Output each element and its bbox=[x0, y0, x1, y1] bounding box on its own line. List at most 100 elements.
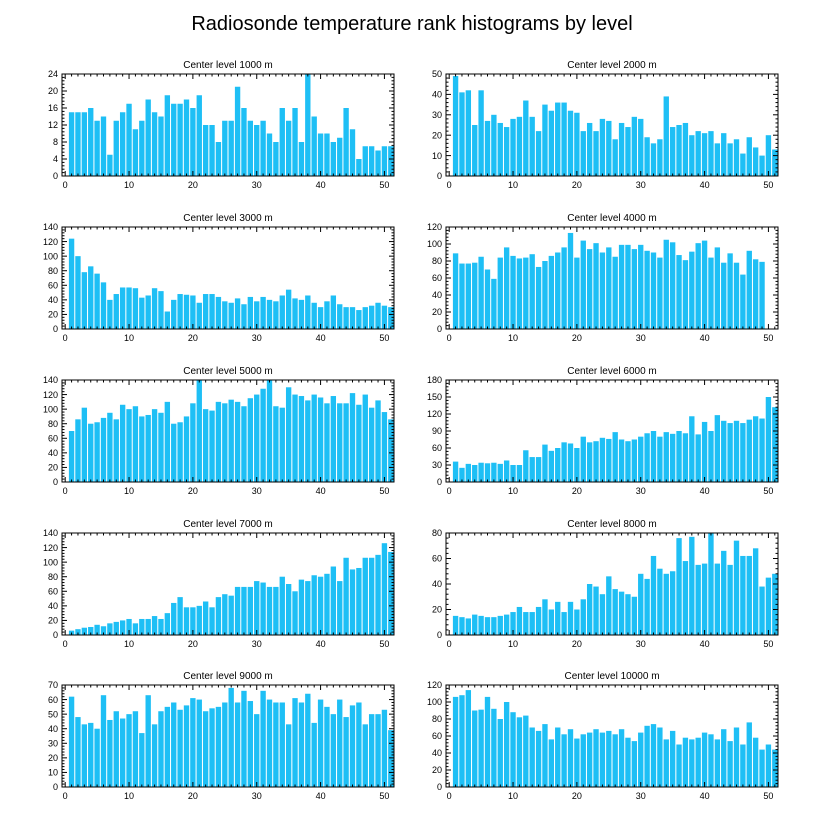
y-tick-label: 140 bbox=[43, 222, 58, 232]
histogram-bar bbox=[298, 299, 305, 329]
histogram-bar bbox=[228, 302, 234, 329]
x-tick-label: 20 bbox=[572, 639, 582, 649]
histogram-bar bbox=[529, 612, 535, 635]
x-tick-label: 10 bbox=[124, 639, 134, 649]
histogram-bar bbox=[491, 462, 497, 482]
histogram-bar bbox=[183, 294, 190, 329]
histogram-bar bbox=[330, 396, 337, 482]
x-tick-label: 10 bbox=[124, 180, 134, 190]
histogram-bar bbox=[305, 74, 311, 176]
y-tick-label: 80 bbox=[432, 714, 442, 724]
histogram-bar bbox=[215, 597, 222, 635]
y-tick-label: 180 bbox=[427, 375, 442, 385]
histogram-bar bbox=[657, 257, 663, 329]
histogram-bar bbox=[209, 410, 215, 482]
histogram-bar bbox=[177, 103, 183, 176]
histogram-bar bbox=[657, 436, 663, 482]
x-tick-label: 40 bbox=[700, 791, 710, 801]
histogram-bar bbox=[241, 586, 247, 635]
y-tick-label: 40 bbox=[432, 90, 442, 100]
histogram-bar bbox=[606, 576, 612, 635]
histogram-bar bbox=[164, 401, 171, 482]
histogram-bar bbox=[183, 99, 190, 176]
histogram-bar bbox=[555, 727, 561, 787]
x-tick-label: 20 bbox=[188, 486, 198, 496]
x-tick-label: 20 bbox=[188, 791, 198, 801]
histogram-bar bbox=[606, 730, 612, 787]
y-tick-label: 100 bbox=[427, 239, 442, 249]
histogram-panel: Center level 9000 m 0 10 20 30 40 50 0 10 20 30 40 5… bbox=[48, 671, 395, 801]
histogram-bar bbox=[254, 125, 260, 176]
y-tick-label: 20 bbox=[48, 616, 58, 626]
histogram-bar bbox=[81, 627, 88, 635]
histogram-bar bbox=[516, 606, 523, 635]
histogram-bar bbox=[298, 579, 305, 635]
histogram-bar bbox=[139, 297, 145, 329]
histogram-bar bbox=[759, 261, 765, 329]
y-tick-label: 60 bbox=[432, 273, 442, 283]
histogram-bar bbox=[132, 711, 139, 787]
histogram-bar bbox=[746, 137, 752, 176]
x-tick-label: 10 bbox=[508, 639, 518, 649]
histogram-bar bbox=[266, 586, 273, 635]
histogram-bar bbox=[689, 416, 695, 482]
histogram-bar bbox=[337, 304, 343, 329]
y-tick-label: 100 bbox=[43, 404, 58, 414]
histogram-bar bbox=[759, 418, 765, 482]
histogram-bar bbox=[701, 240, 708, 329]
histogram-bar bbox=[644, 578, 650, 635]
histogram-bar bbox=[388, 730, 394, 787]
histogram-bar bbox=[107, 623, 113, 635]
histogram-bar bbox=[491, 278, 497, 329]
histogram-bar bbox=[388, 146, 394, 176]
histogram-bar bbox=[580, 734, 586, 787]
histogram-bar bbox=[81, 112, 88, 176]
y-tick-label: 20 bbox=[48, 310, 58, 320]
histogram-bar bbox=[234, 401, 241, 482]
histogram-bar bbox=[75, 419, 81, 482]
histogram-bar bbox=[721, 262, 727, 329]
histogram-bar bbox=[516, 717, 523, 787]
histogram-bar bbox=[202, 601, 209, 635]
histogram-bar bbox=[145, 99, 151, 176]
histogram-bar bbox=[285, 387, 292, 482]
y-tick-label: 140 bbox=[43, 528, 58, 538]
histogram-bar bbox=[164, 311, 171, 329]
histogram-bar bbox=[241, 690, 247, 787]
histogram-bar bbox=[567, 601, 574, 635]
y-tick-label: 60 bbox=[48, 695, 58, 705]
histogram-bar bbox=[324, 133, 330, 176]
histogram-bar bbox=[190, 403, 196, 482]
histogram-bar bbox=[721, 550, 727, 635]
x-tick-label: 0 bbox=[447, 791, 452, 801]
histogram-bar bbox=[183, 705, 190, 787]
histogram-bar bbox=[452, 696, 459, 787]
histogram-bar bbox=[676, 538, 682, 635]
panel-frame bbox=[61, 379, 395, 483]
histogram-bar bbox=[721, 729, 727, 787]
histogram-bar bbox=[733, 262, 740, 329]
histogram-bar bbox=[190, 607, 196, 635]
histogram-bar bbox=[727, 741, 733, 787]
histogram-bar bbox=[574, 448, 580, 482]
histogram-bar bbox=[158, 412, 164, 482]
y-tick-label: 100 bbox=[427, 697, 442, 707]
x-tick-label: 40 bbox=[316, 180, 326, 190]
histogram-panel: Center level 8000 m 0 10 20 30 40 50 0 20 40 60 80 bbox=[432, 519, 779, 649]
x-tick-label: 30 bbox=[636, 639, 646, 649]
histogram-bar bbox=[657, 139, 663, 176]
histogram-bar bbox=[548, 255, 555, 329]
histogram-bar bbox=[241, 406, 247, 482]
histogram-bar bbox=[113, 711, 119, 787]
histogram-panel: Center level 3000 m 0 10 20 30 40 50 0 20 40 60 80 1… bbox=[43, 213, 395, 343]
histogram-bar bbox=[759, 586, 765, 635]
histogram-bar bbox=[516, 258, 523, 329]
x-tick-label: 10 bbox=[508, 333, 518, 343]
y-tick-label: 12 bbox=[48, 120, 58, 130]
histogram-bar bbox=[88, 626, 94, 635]
histogram-bar bbox=[260, 690, 266, 787]
histogram-bar bbox=[222, 120, 228, 176]
histogram-bar bbox=[682, 260, 689, 329]
y-tick-label: 140 bbox=[43, 375, 58, 385]
histogram-bar bbox=[523, 450, 529, 482]
